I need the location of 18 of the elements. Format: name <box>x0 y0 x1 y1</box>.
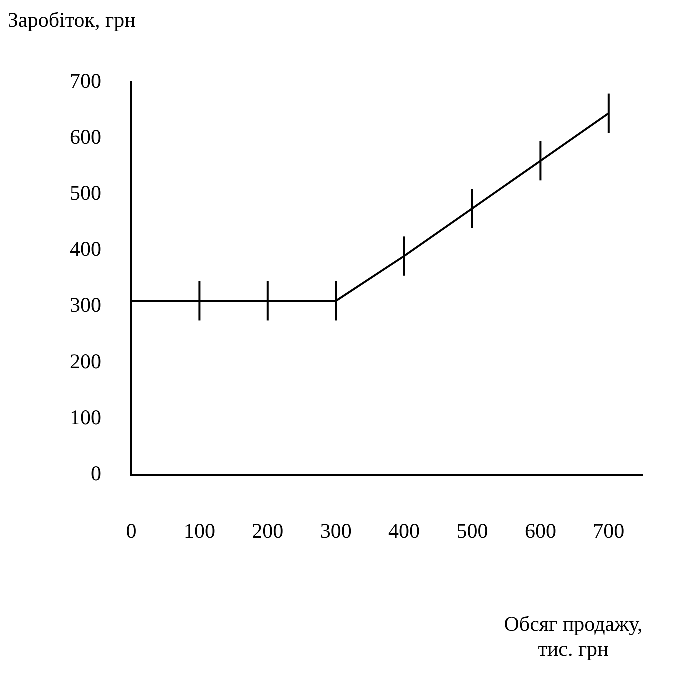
x-tick-label: 600 <box>524 518 556 543</box>
x-tick-label: 200 <box>252 518 284 543</box>
x-tick-label: 500 <box>456 518 488 543</box>
y-tick-label: 0 <box>91 461 102 486</box>
x-tick-label: 300 <box>320 518 352 543</box>
y-tick-label: 500 <box>70 181 102 206</box>
y-tick-label: 600 <box>70 125 102 150</box>
x-tick-label: 0 <box>126 518 137 543</box>
x-tick-label: 400 <box>388 518 420 543</box>
y-tick-label: 300 <box>70 293 102 318</box>
x-axis-title: Обсяг продажу, тис. грн <box>503 612 644 662</box>
y-tick-label: 700 <box>70 69 102 94</box>
x-tick-label: 100 <box>184 518 216 543</box>
y-tick-label: 400 <box>70 237 102 262</box>
y-axis-title: Заробіток, грн <box>8 8 136 33</box>
y-tick-label: 100 <box>70 405 102 430</box>
y-tick-label: 200 <box>70 349 102 374</box>
x-tick-label: 700 <box>593 518 625 543</box>
